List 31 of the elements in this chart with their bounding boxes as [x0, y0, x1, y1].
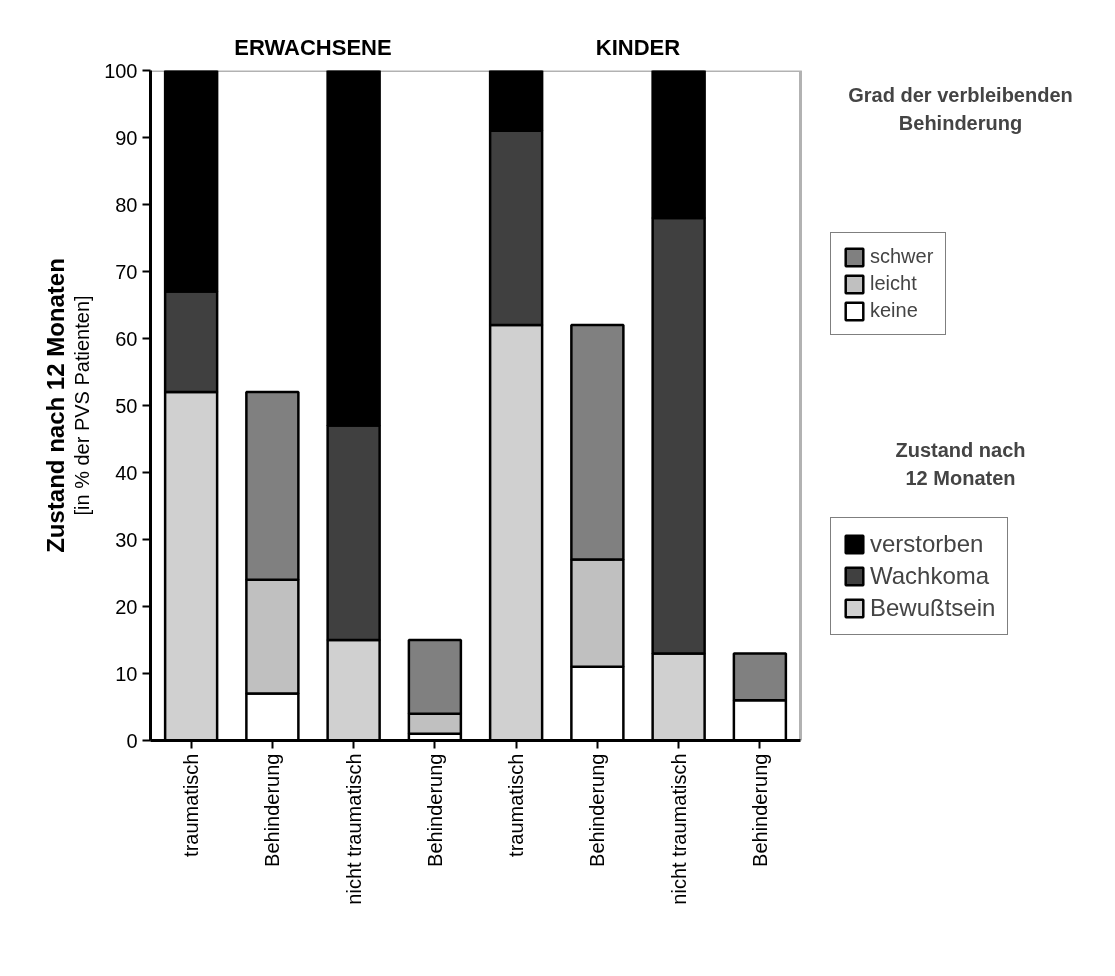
y-tick-label: 20	[115, 595, 138, 618]
y-tick-label: 70	[115, 260, 138, 283]
y-tick-label: 60	[115, 327, 138, 350]
y-tick-label: 30	[115, 528, 138, 551]
x-tick-label: nicht traumatisch	[342, 753, 365, 905]
y-tick-label: 0	[126, 729, 138, 752]
x-tick-label: traumatisch	[505, 753, 528, 857]
legend-label: Wachkoma	[870, 562, 990, 590]
x-tick-label: Behinderung	[423, 753, 446, 867]
x-tick-label: Behinderung	[586, 753, 609, 867]
legend-label: Bewußtsein	[870, 594, 996, 622]
x-tick-label: traumatisch	[180, 753, 203, 857]
legend-label: verstorben	[870, 530, 984, 558]
legend-label: keine	[870, 299, 918, 322]
text: [in % der PVS Patienten]	[71, 295, 94, 516]
text: KINDER	[595, 34, 681, 60]
y-tick-label: 80	[115, 193, 138, 216]
legend-label: schwer	[870, 245, 934, 268]
y-axis-title: Zustand nach 12 Monaten	[41, 258, 69, 553]
legend-label: leicht	[870, 272, 917, 295]
text: Zustand nach 12 Monaten	[895, 439, 1026, 489]
x-tick-label: Behinderung	[261, 753, 284, 867]
y-tick-label: 50	[115, 394, 138, 417]
y-tick-label: 100	[104, 59, 138, 82]
y-tick-label: 40	[115, 461, 138, 484]
x-tick-label: Behinderung	[748, 753, 771, 867]
x-tick-label: nicht traumatisch	[667, 753, 690, 905]
text: Grad der verbleibenden Behinderung	[848, 83, 1073, 134]
text: ERWACHSENE	[234, 34, 392, 60]
y-tick-label: 90	[115, 126, 138, 149]
y-tick-label: 10	[115, 662, 138, 685]
